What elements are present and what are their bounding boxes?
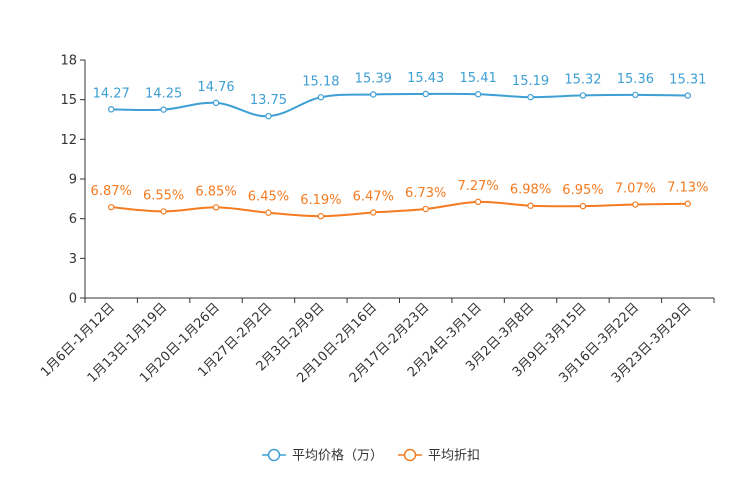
data-point: [317, 212, 325, 220]
series-line: [111, 200, 688, 218]
legend-item-0: 平均价格（万）: [262, 448, 383, 464]
data-point: [160, 106, 167, 113]
data-point: [422, 90, 429, 98]
y-tick-label: 6: [69, 212, 77, 227]
data-label: 7.27%: [457, 179, 498, 194]
legend-marker: [403, 448, 417, 462]
data-point: [370, 209, 377, 216]
data-point: [527, 202, 534, 209]
data-label: 6.45%: [248, 190, 289, 205]
data-point: [422, 205, 429, 213]
legend-marker: [267, 448, 281, 462]
legend-label: 平均价格（万）: [292, 448, 383, 464]
data-point: [160, 208, 167, 215]
data-point: [632, 201, 639, 208]
data-point: [212, 99, 220, 107]
data-label: 14.27: [93, 86, 130, 101]
y-tick-label: 3: [69, 252, 77, 267]
data-point: [684, 200, 691, 207]
data-label: 15.32: [564, 72, 601, 87]
data-label: 15.39: [355, 72, 392, 87]
data-label: 6.47%: [353, 189, 394, 204]
data-point: [317, 94, 325, 101]
data-point: [212, 204, 220, 211]
series-line: [111, 92, 688, 118]
data-label: 6.98%: [510, 183, 551, 198]
data-label: 15.19: [512, 74, 549, 89]
data-label: 15.36: [617, 72, 654, 87]
data-label: 15.43: [407, 71, 444, 86]
y-tick-label: 18: [60, 54, 77, 69]
data-label: 13.75: [250, 93, 287, 108]
data-label: 15.31: [669, 73, 706, 88]
data-label: 14.76: [197, 80, 234, 95]
data-label: 6.73%: [405, 186, 446, 201]
data-point: [370, 91, 377, 98]
legend-label: 平均折扣: [428, 449, 480, 464]
data-point: [265, 112, 272, 120]
data-label: 14.25: [145, 87, 182, 102]
legend-item-1: 平均折扣: [398, 449, 480, 464]
data-label: 15.41: [460, 71, 497, 86]
data-point: [108, 203, 115, 211]
data-point: [474, 198, 482, 206]
data-point: [527, 93, 534, 101]
data-label: 6.55%: [143, 188, 184, 203]
series-1: 6.87% 6.55% 6.85% 6.45% 6.19% 6.47% 6.73% 7.27%…: [91, 179, 708, 220]
data-label: 6.19%: [300, 193, 341, 208]
data-point: [684, 92, 691, 99]
data-label: 6.87%: [91, 184, 132, 199]
data-point: [632, 91, 639, 99]
data-point: [108, 106, 115, 113]
data-point: [579, 92, 587, 99]
y-tick-label: 0: [69, 292, 77, 307]
data-point: [579, 202, 587, 210]
series-0: 14.27 14.25 14.76 13.75 15.18 15.39 15.43 15.41…: [93, 71, 706, 120]
data-label: 7.07%: [615, 182, 656, 197]
data-point: [474, 91, 482, 98]
y-tick-label: 12: [60, 133, 77, 148]
data-point: [265, 209, 272, 216]
series-layer: 14.27 14.25 14.76 13.75 15.18 15.39 15.43 15.41…: [91, 71, 708, 220]
data-label: 7.13%: [667, 181, 708, 196]
y-tick-label: 15: [60, 93, 77, 108]
data-label: 6.95%: [562, 183, 603, 198]
y-tick-label: 9: [69, 173, 77, 188]
axes: 03691215181月6日-1月12日1月13日-1月19日1月20日-1月2…: [38, 54, 715, 386]
data-label: 6.85%: [195, 184, 236, 199]
data-label: 15.18: [302, 74, 339, 89]
legend: 平均价格（万） 平均折扣: [262, 448, 480, 464]
